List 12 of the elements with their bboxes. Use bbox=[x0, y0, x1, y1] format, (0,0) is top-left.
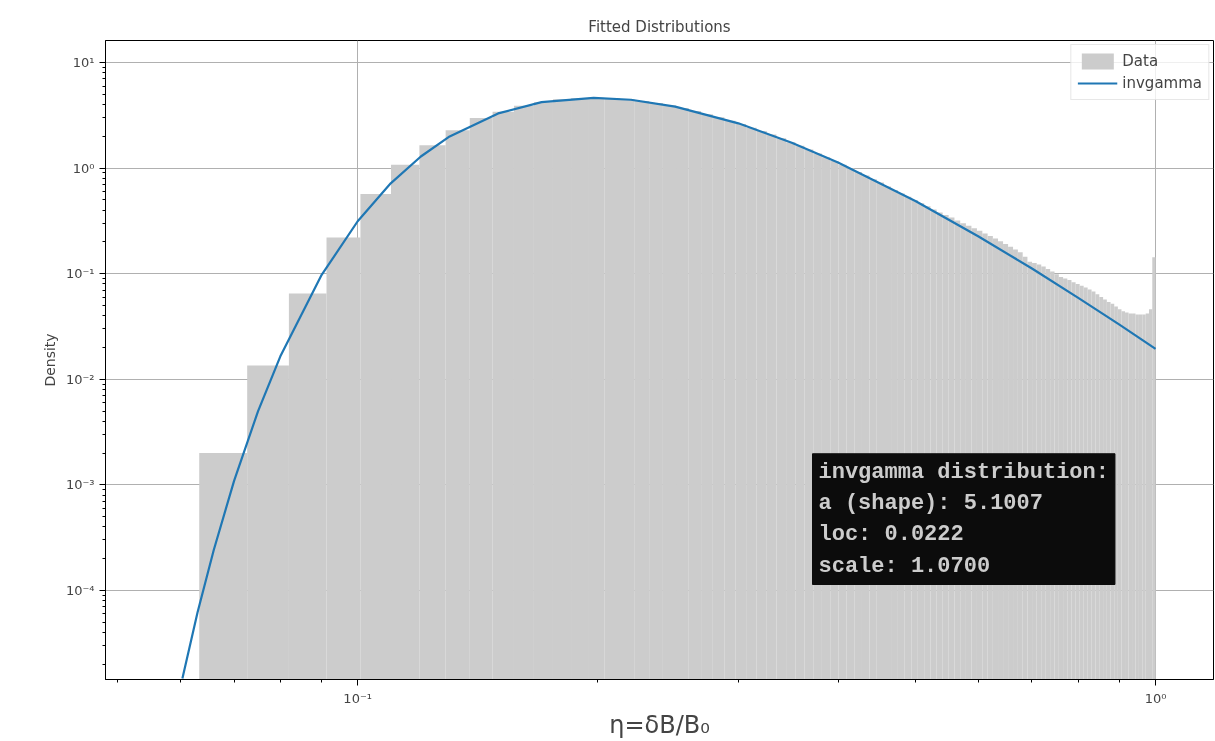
y-tick-label: 10¹ bbox=[72, 55, 95, 71]
annotation: invgamma distribution: a (shape): 5.1007 loc: 0.0222 scale: 1.0700 bbox=[818, 459, 1109, 579]
chart-title: Fitted Distributions bbox=[588, 17, 731, 36]
y-tick-label: 10⁻¹ bbox=[65, 266, 95, 282]
y-tick-label: 10⁻² bbox=[65, 371, 95, 387]
y-tick-label: 10⁰ bbox=[72, 160, 95, 176]
y-tick-label: 10⁻⁴ bbox=[65, 582, 95, 598]
legend-label: Data bbox=[1122, 52, 1159, 70]
x-axis-title: η=δB/B₀ bbox=[609, 710, 710, 739]
y-tick-label: 10⁻³ bbox=[65, 477, 95, 493]
legend-label: invgamma bbox=[1122, 74, 1202, 92]
y-axis-title: Density bbox=[41, 333, 58, 387]
